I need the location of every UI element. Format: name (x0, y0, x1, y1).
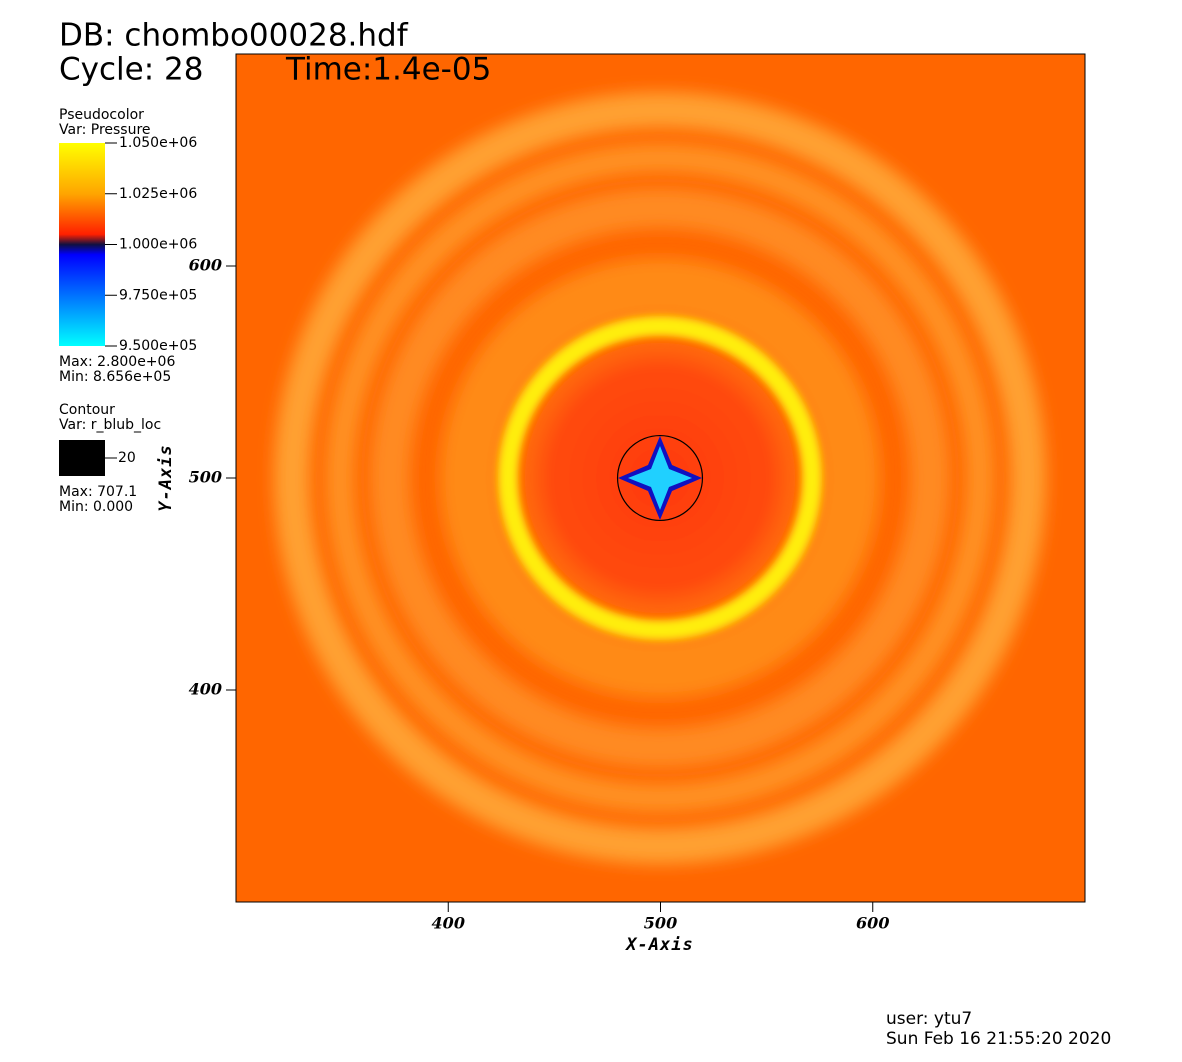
x-tick-label: 400 (432, 914, 465, 933)
legend-var: Var: Pressure (59, 122, 151, 138)
contour-line (616, 434, 704, 522)
contour-max: Max: 707.1 (59, 484, 137, 500)
legend-tick-label: 9.750e+05 (119, 287, 197, 303)
x-tick-label: 500 (644, 914, 677, 933)
field (236, 54, 1085, 902)
legend-max: Max: 2.800e+06 (59, 354, 175, 370)
legend-tick-label: 1.050e+06 (119, 135, 197, 151)
contour-level: 20 (118, 450, 136, 466)
db-name: DB: chombo00028.hdf (59, 18, 409, 54)
contour-swatch (59, 440, 105, 476)
x-axis-title: X-Axis (624, 935, 693, 955)
y-tick-label: 600 (189, 256, 222, 275)
y-axis-title: Y-Axis (156, 444, 176, 511)
legend-tick-label: 1.000e+06 (119, 237, 197, 253)
legend-tick-label: 9.500e+05 (119, 338, 197, 354)
date: Sun Feb 16 21:55:20 2020 (886, 1029, 1111, 1049)
cycle: Cycle: 28 (59, 52, 203, 88)
contour-title: Contour (59, 402, 115, 418)
legend-title: Pseudocolor (59, 107, 144, 123)
time: Time:1.4e-05 (285, 52, 491, 88)
legend-tick-label: 1.025e+06 (119, 186, 197, 202)
contour-var: Var: r_blub_loc (59, 417, 161, 433)
color-bar (59, 143, 105, 346)
y-tick-label: 400 (189, 680, 222, 699)
y-tick-label: 500 (189, 468, 222, 487)
user: user: ytu7 (886, 1009, 972, 1029)
legend-min: Min: 8.656e+05 (59, 369, 171, 385)
contour-min: Min: 0.000 (59, 499, 133, 515)
x-tick-label: 600 (856, 914, 889, 933)
